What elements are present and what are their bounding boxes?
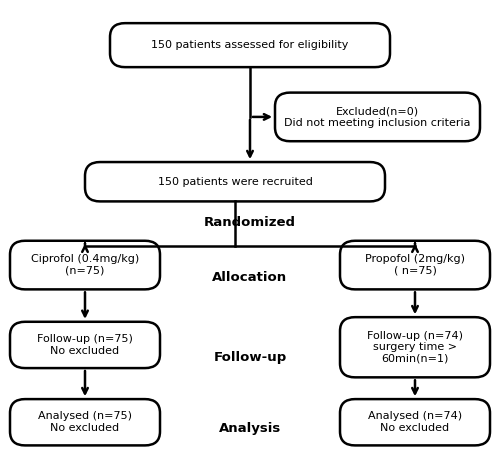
- Text: Excluded(n=0)
Did not meeting inclusion criteria: Excluded(n=0) Did not meeting inclusion …: [284, 106, 471, 128]
- FancyBboxPatch shape: [340, 241, 490, 289]
- Text: Randomized: Randomized: [204, 216, 296, 229]
- FancyBboxPatch shape: [340, 399, 490, 445]
- Text: 150 patients assessed for eligibility: 150 patients assessed for eligibility: [152, 40, 348, 50]
- FancyBboxPatch shape: [275, 93, 480, 141]
- FancyBboxPatch shape: [10, 322, 160, 368]
- FancyBboxPatch shape: [10, 241, 160, 289]
- Text: Analysed (n=75)
No excluded: Analysed (n=75) No excluded: [38, 412, 132, 433]
- Text: Analysed (n=74)
No excluded: Analysed (n=74) No excluded: [368, 412, 462, 433]
- Text: 150 patients were recruited: 150 patients were recruited: [158, 177, 312, 187]
- FancyBboxPatch shape: [10, 399, 160, 445]
- Text: Follow-up (n=74)
surgery time >
60min(n=1): Follow-up (n=74) surgery time > 60min(n=…: [367, 331, 463, 364]
- Text: Follow-up (n=75)
No excluded: Follow-up (n=75) No excluded: [37, 334, 133, 356]
- FancyBboxPatch shape: [85, 162, 385, 201]
- Text: Follow-up: Follow-up: [214, 351, 286, 364]
- Text: Ciprofol (0.4mg/kg)
(n=75): Ciprofol (0.4mg/kg) (n=75): [31, 254, 139, 276]
- Text: Propofol (2mg/kg)
( n=75): Propofol (2mg/kg) ( n=75): [365, 254, 465, 276]
- Text: Allocation: Allocation: [212, 271, 288, 284]
- FancyBboxPatch shape: [340, 317, 490, 377]
- FancyBboxPatch shape: [110, 23, 390, 67]
- Text: Analysis: Analysis: [219, 422, 281, 435]
